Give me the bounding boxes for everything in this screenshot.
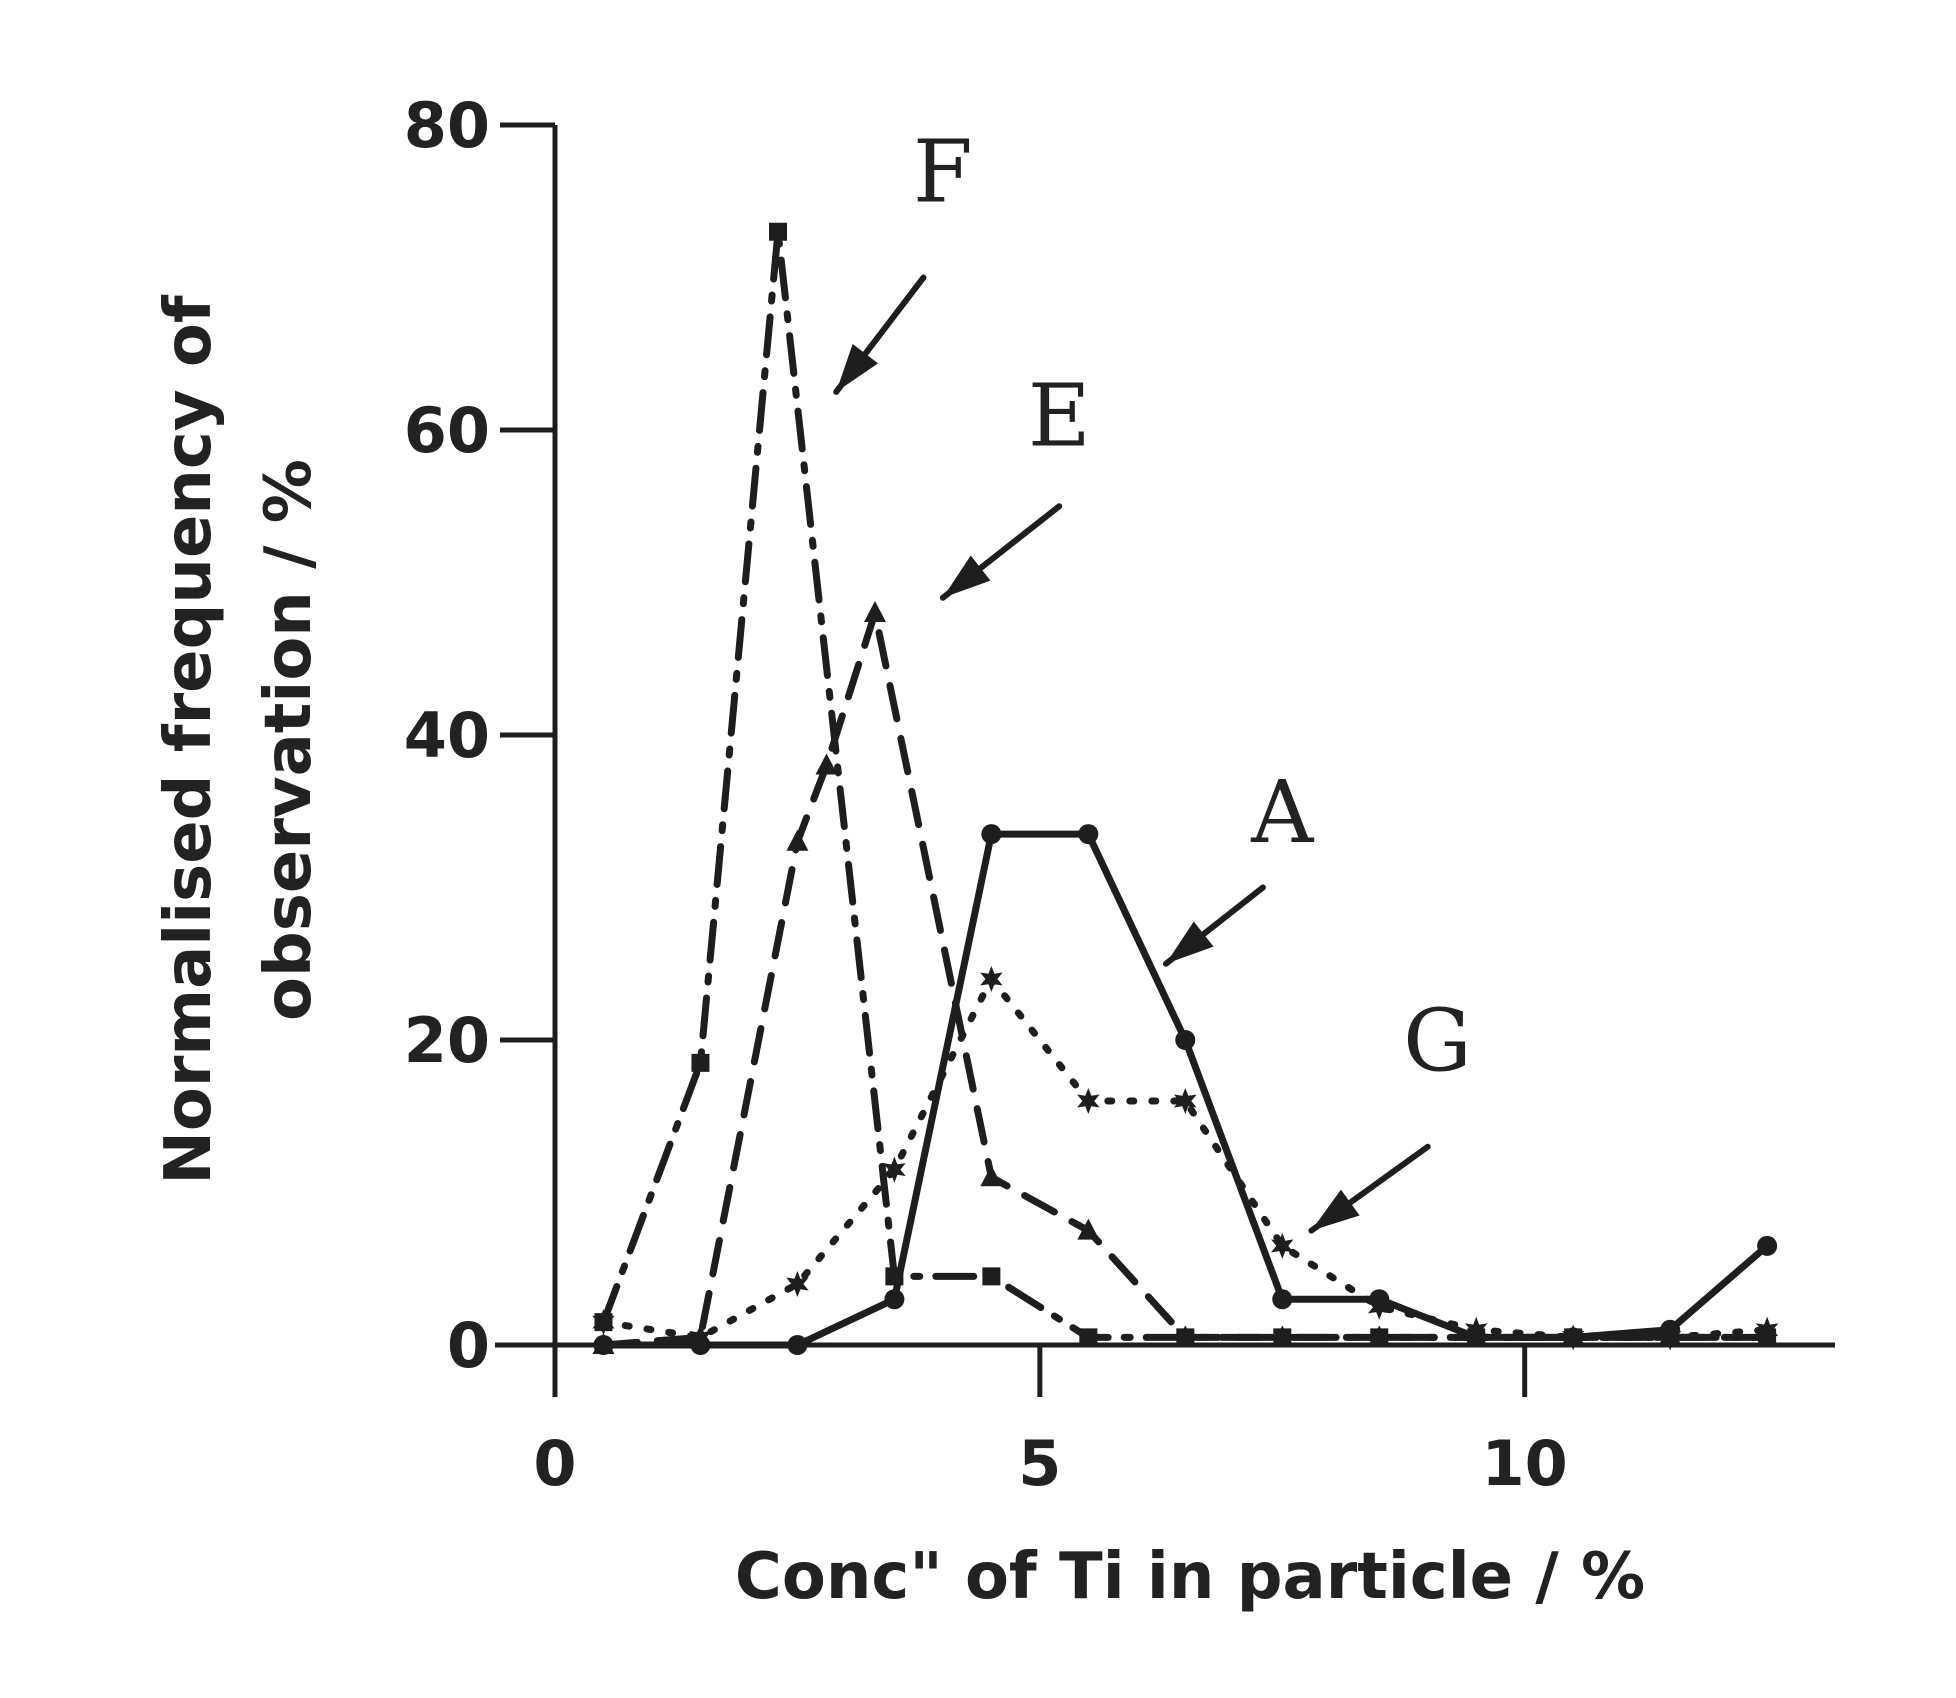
series-line-F: [599, 228, 1771, 1341]
data-point-A: [1078, 824, 1099, 845]
data-point-G: [1368, 1293, 1391, 1320]
data-point-G: [883, 1156, 906, 1183]
data-point-F: [769, 222, 788, 241]
series-layer: [592, 222, 1779, 1355]
data-point-F: [1176, 1328, 1195, 1347]
y-tick-label: 20: [404, 1004, 490, 1077]
y-tick-label: 80: [404, 89, 490, 162]
y-axis-label-line2: observation / %: [252, 459, 326, 1021]
series-F: [594, 222, 1777, 1347]
arrow-head-F: [836, 344, 879, 392]
data-point-G: [1755, 1316, 1779, 1343]
x-tick-label: 5: [1018, 1427, 1061, 1500]
data-point-E: [980, 1165, 1003, 1187]
y-axis-label-group: Normalised frequency of observation / %: [152, 294, 326, 1185]
x-tick-label: 10: [1482, 1427, 1568, 1500]
curve-annotation-E: E: [939, 366, 1091, 601]
curve-label-E: E: [1028, 366, 1091, 466]
axes: 0 20 40 60 80 0 5 10: [404, 89, 1835, 1500]
data-point-E: [786, 829, 809, 851]
data-point-A: [1757, 1235, 1778, 1256]
data-point-A: [1175, 1030, 1196, 1050]
data-point-A: [884, 1289, 905, 1310]
data-point-E: [592, 1333, 615, 1354]
series-G: [592, 966, 1779, 1351]
data-point-G: [1658, 1324, 1682, 1351]
data-point-E: [815, 753, 838, 775]
arrow-head-G: [1311, 1189, 1360, 1231]
data-point-A: [981, 824, 1002, 845]
arrow-head-E: [942, 555, 991, 598]
series-E: [592, 601, 1779, 1354]
data-point-G: [980, 966, 1003, 992]
data-point-G: [1465, 1316, 1488, 1343]
curve-label-F: F: [913, 122, 973, 222]
data-point-G: [786, 1271, 809, 1297]
data-point-F: [691, 1053, 710, 1072]
data-point-E: [1077, 1218, 1100, 1240]
data-point-G: [1174, 1088, 1197, 1114]
arrow-head-A: [1165, 921, 1214, 964]
curve-annotation-A: A: [1162, 763, 1314, 967]
y-axis-label-line1: Normalised frequency of: [152, 294, 226, 1185]
data-point-G: [1077, 1088, 1100, 1114]
data-point-G: [1561, 1324, 1585, 1351]
data-point-G: [1271, 1232, 1294, 1259]
data-point-G: [592, 1309, 615, 1336]
data-point-F: [885, 1267, 904, 1286]
data-point-F: [1370, 1328, 1389, 1347]
curve-label-G: G: [1403, 992, 1472, 1092]
annotation-layer: F E A G: [833, 122, 1472, 1234]
curve-annotation-F: F: [833, 122, 973, 395]
y-tick-label: 0: [447, 1309, 490, 1382]
y-tick-label: 60: [404, 394, 490, 467]
data-point-E: [864, 601, 886, 622]
data-point-A: [1272, 1289, 1293, 1310]
y-tick-label: 40: [404, 699, 490, 772]
x-tick-label: 0: [533, 1427, 576, 1500]
data-point-G: [689, 1324, 712, 1351]
x-axis-label: Conc" of Ti in particle / %: [735, 1540, 1645, 1614]
data-point-F: [1273, 1328, 1292, 1347]
curve-annotation-G: G: [1308, 992, 1472, 1234]
data-point-F: [982, 1267, 1001, 1286]
curve-label-A: A: [1250, 763, 1314, 863]
data-point-F: [1079, 1328, 1098, 1347]
data-point-A: [787, 1335, 808, 1355]
series-line-E: [599, 609, 1771, 1349]
